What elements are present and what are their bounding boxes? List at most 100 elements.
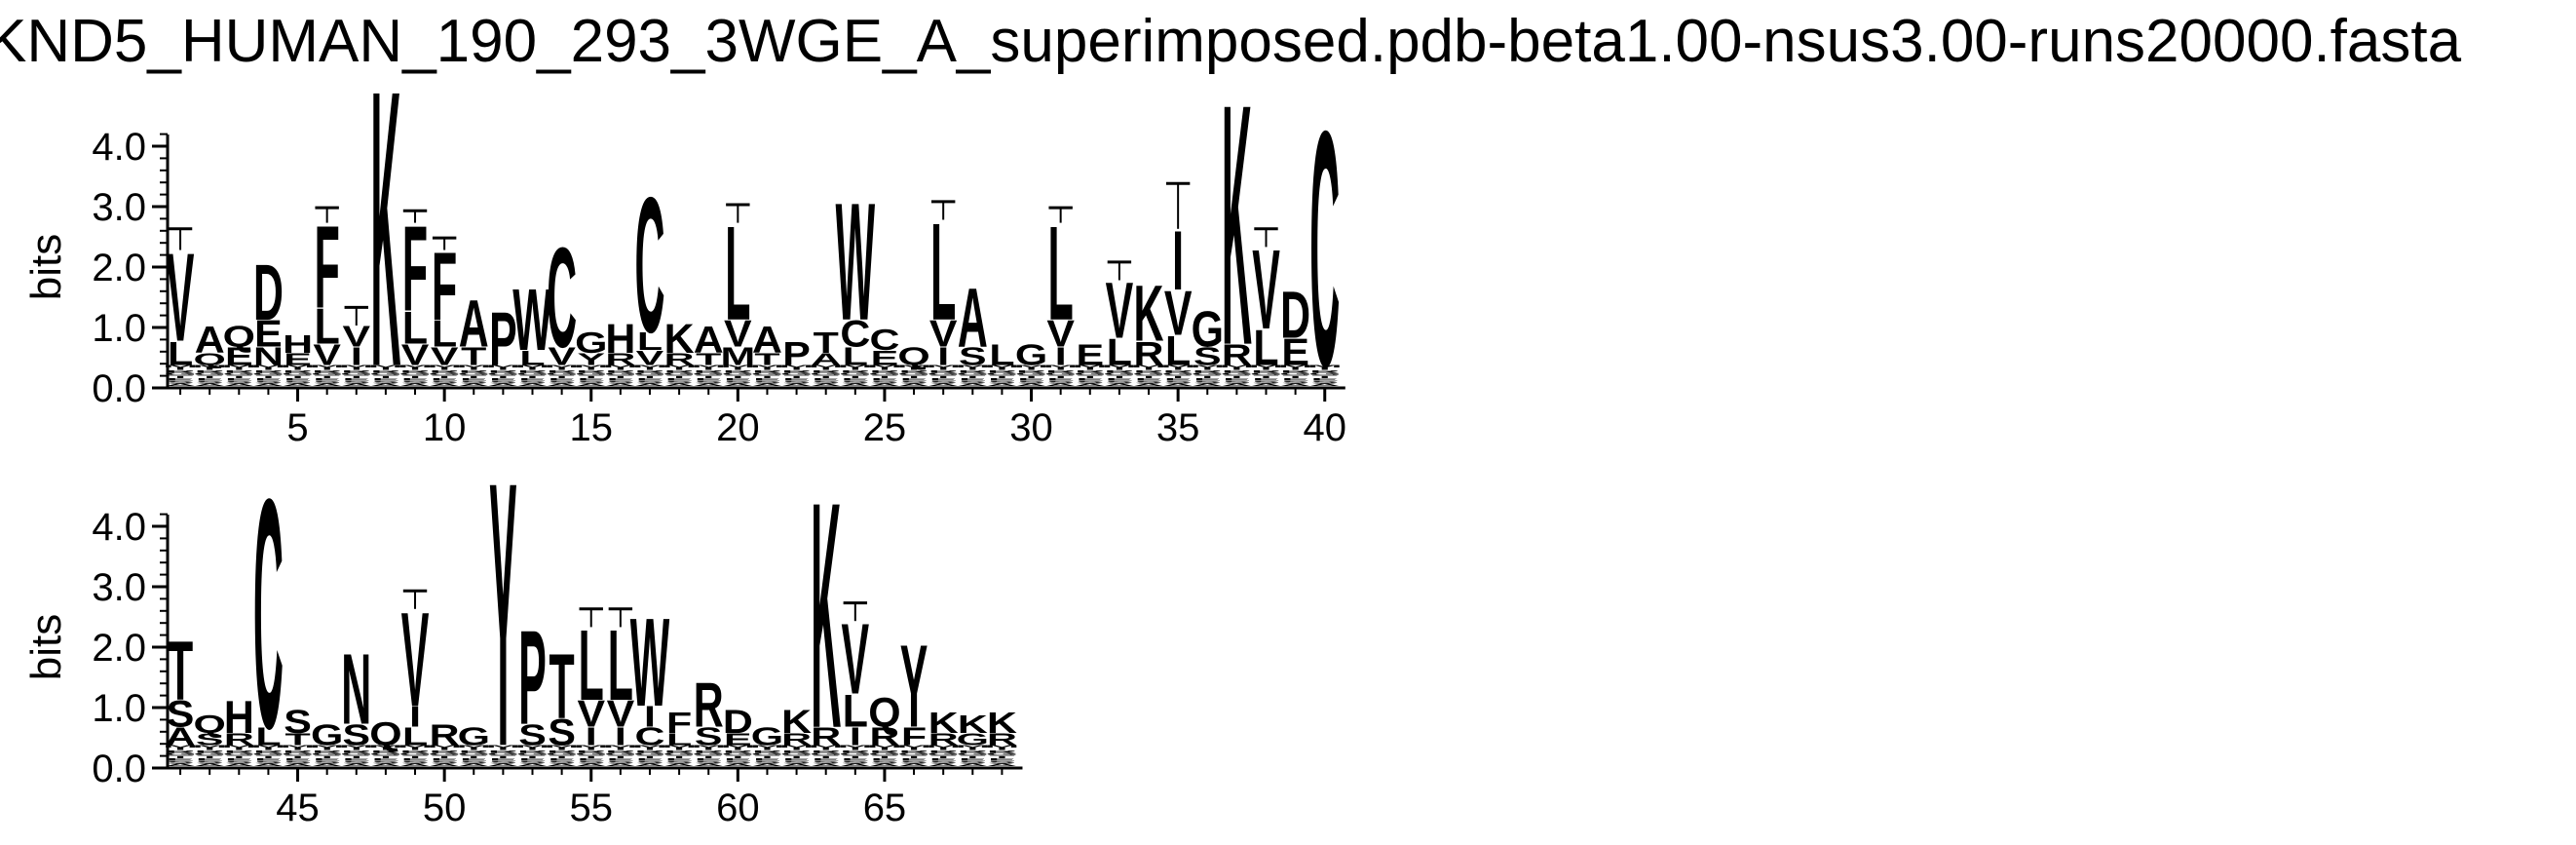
logo-letter: G xyxy=(722,372,754,376)
y-axis-label: bits xyxy=(22,614,70,680)
logo-letter: E xyxy=(607,377,635,381)
logo-letter: E xyxy=(753,757,781,761)
logo-letter: E xyxy=(988,757,1016,761)
logo-letter: G xyxy=(868,752,900,756)
logo-letter: R xyxy=(840,369,870,373)
logo-letter: E xyxy=(929,377,958,381)
logo-letter: R xyxy=(694,670,724,741)
logo-letter: T xyxy=(519,755,546,759)
logo-letter: W xyxy=(836,167,876,356)
logo-letter: G xyxy=(223,372,255,376)
logo-letter: S xyxy=(988,380,1016,384)
logo-letter: S xyxy=(842,760,870,764)
logo-letter: I xyxy=(1055,367,1067,371)
logo-letter: A xyxy=(987,763,1017,767)
logo-letter: A xyxy=(1280,383,1310,387)
logo-letter: R xyxy=(987,749,1017,753)
logo-letter: E xyxy=(1106,377,1134,381)
logo-letter: M xyxy=(574,745,609,749)
chart-title: KND5_HUMAN_190_293_3WGE_A_superimposed.p… xyxy=(0,8,2462,75)
logo-letter: T xyxy=(989,375,1015,379)
logo-letter: E xyxy=(254,757,283,761)
logo-letter: A xyxy=(400,763,431,767)
logo-letter: A xyxy=(1104,383,1134,387)
logo-letter: T xyxy=(1224,375,1250,379)
logo-letter: M xyxy=(1249,365,1284,368)
logo-letter: S xyxy=(959,343,987,370)
logo-letter: A xyxy=(253,383,284,387)
logo-letter: S xyxy=(607,380,635,384)
logo-letter: A xyxy=(488,383,518,387)
logo-letter: I xyxy=(1172,367,1184,371)
logo-letter: E xyxy=(842,757,870,761)
logo-letter: E xyxy=(1164,377,1193,381)
logo-letter: R xyxy=(634,369,664,373)
logo-letter: E xyxy=(812,757,840,761)
logo-letter: M xyxy=(281,365,316,368)
logo-letter: M xyxy=(779,365,814,368)
logo-letter: T xyxy=(814,375,840,379)
logo-letter: A xyxy=(1075,383,1105,387)
logo-letter: R xyxy=(576,369,606,373)
logo-letter: R xyxy=(1016,369,1046,373)
x-tick-label: 15 xyxy=(569,406,613,449)
logo-letter: T xyxy=(1048,375,1075,379)
logo-letter: Q xyxy=(868,690,900,737)
logo-letter: A xyxy=(224,383,254,387)
logo-letter: H xyxy=(283,330,313,358)
logo-letter: M xyxy=(632,365,667,368)
logo-letter: R xyxy=(664,349,695,368)
logo-letter: R xyxy=(312,749,342,753)
logo-letter: I xyxy=(1084,367,1096,371)
logo-letter: I xyxy=(468,367,479,371)
logo-letter: E xyxy=(959,757,987,761)
logo-letter: E xyxy=(225,377,253,381)
logo-letter: E xyxy=(607,757,635,761)
logo-letter: S xyxy=(929,380,958,384)
logo-letter: T xyxy=(608,375,634,379)
logo-letter: D xyxy=(723,704,753,741)
logo-letter: R xyxy=(928,749,959,753)
logo-letter: G xyxy=(369,752,401,756)
logo-letter: R xyxy=(987,369,1017,373)
logo-letter: M xyxy=(955,745,990,749)
logo-letter: G xyxy=(1250,372,1282,376)
logo-letter: A xyxy=(840,763,870,767)
logo-letter: E xyxy=(577,757,605,761)
logo-letter: A xyxy=(752,319,782,362)
logo-letter: S xyxy=(225,380,253,384)
logo-letter: A xyxy=(166,763,196,767)
logo-letter: I xyxy=(174,748,186,751)
logo-letter: A xyxy=(459,287,489,362)
logo-letter: E xyxy=(254,377,283,381)
logo-letter: T xyxy=(315,375,341,379)
logo-letter: D xyxy=(1280,278,1310,353)
logo-letter: S xyxy=(284,380,312,384)
logo-letter: T xyxy=(901,375,928,379)
logo-letter: G xyxy=(428,372,460,376)
logo-letter: T xyxy=(666,755,693,759)
x-tick-label: 40 xyxy=(1303,406,1346,449)
logo-letter: I xyxy=(908,748,920,751)
logo-letter: E xyxy=(665,377,694,381)
logo-letter: T xyxy=(989,755,1015,759)
logo-letter: A xyxy=(166,383,196,387)
logo-letter: M xyxy=(1043,365,1079,368)
logo-letter: T xyxy=(461,343,487,370)
logo-letter: E xyxy=(636,377,664,381)
logo-letter: A xyxy=(547,763,577,767)
logo-letter: G xyxy=(751,372,783,376)
logo-letter: G xyxy=(957,752,989,756)
logo-letter: M xyxy=(1014,365,1049,368)
logo-letter: R xyxy=(664,369,695,373)
logo-letter: E xyxy=(900,757,928,761)
logo-letter: G xyxy=(487,752,519,756)
logo-letter: R xyxy=(605,349,635,368)
x-tick-label: 50 xyxy=(423,787,467,829)
logo-letter: E xyxy=(1223,377,1251,381)
logo-letter: R xyxy=(869,723,899,750)
logo-letter: P xyxy=(518,602,547,752)
logo-letter: A xyxy=(811,383,841,387)
logo-letter: R xyxy=(1075,369,1105,373)
logo-letter: T xyxy=(461,755,487,759)
